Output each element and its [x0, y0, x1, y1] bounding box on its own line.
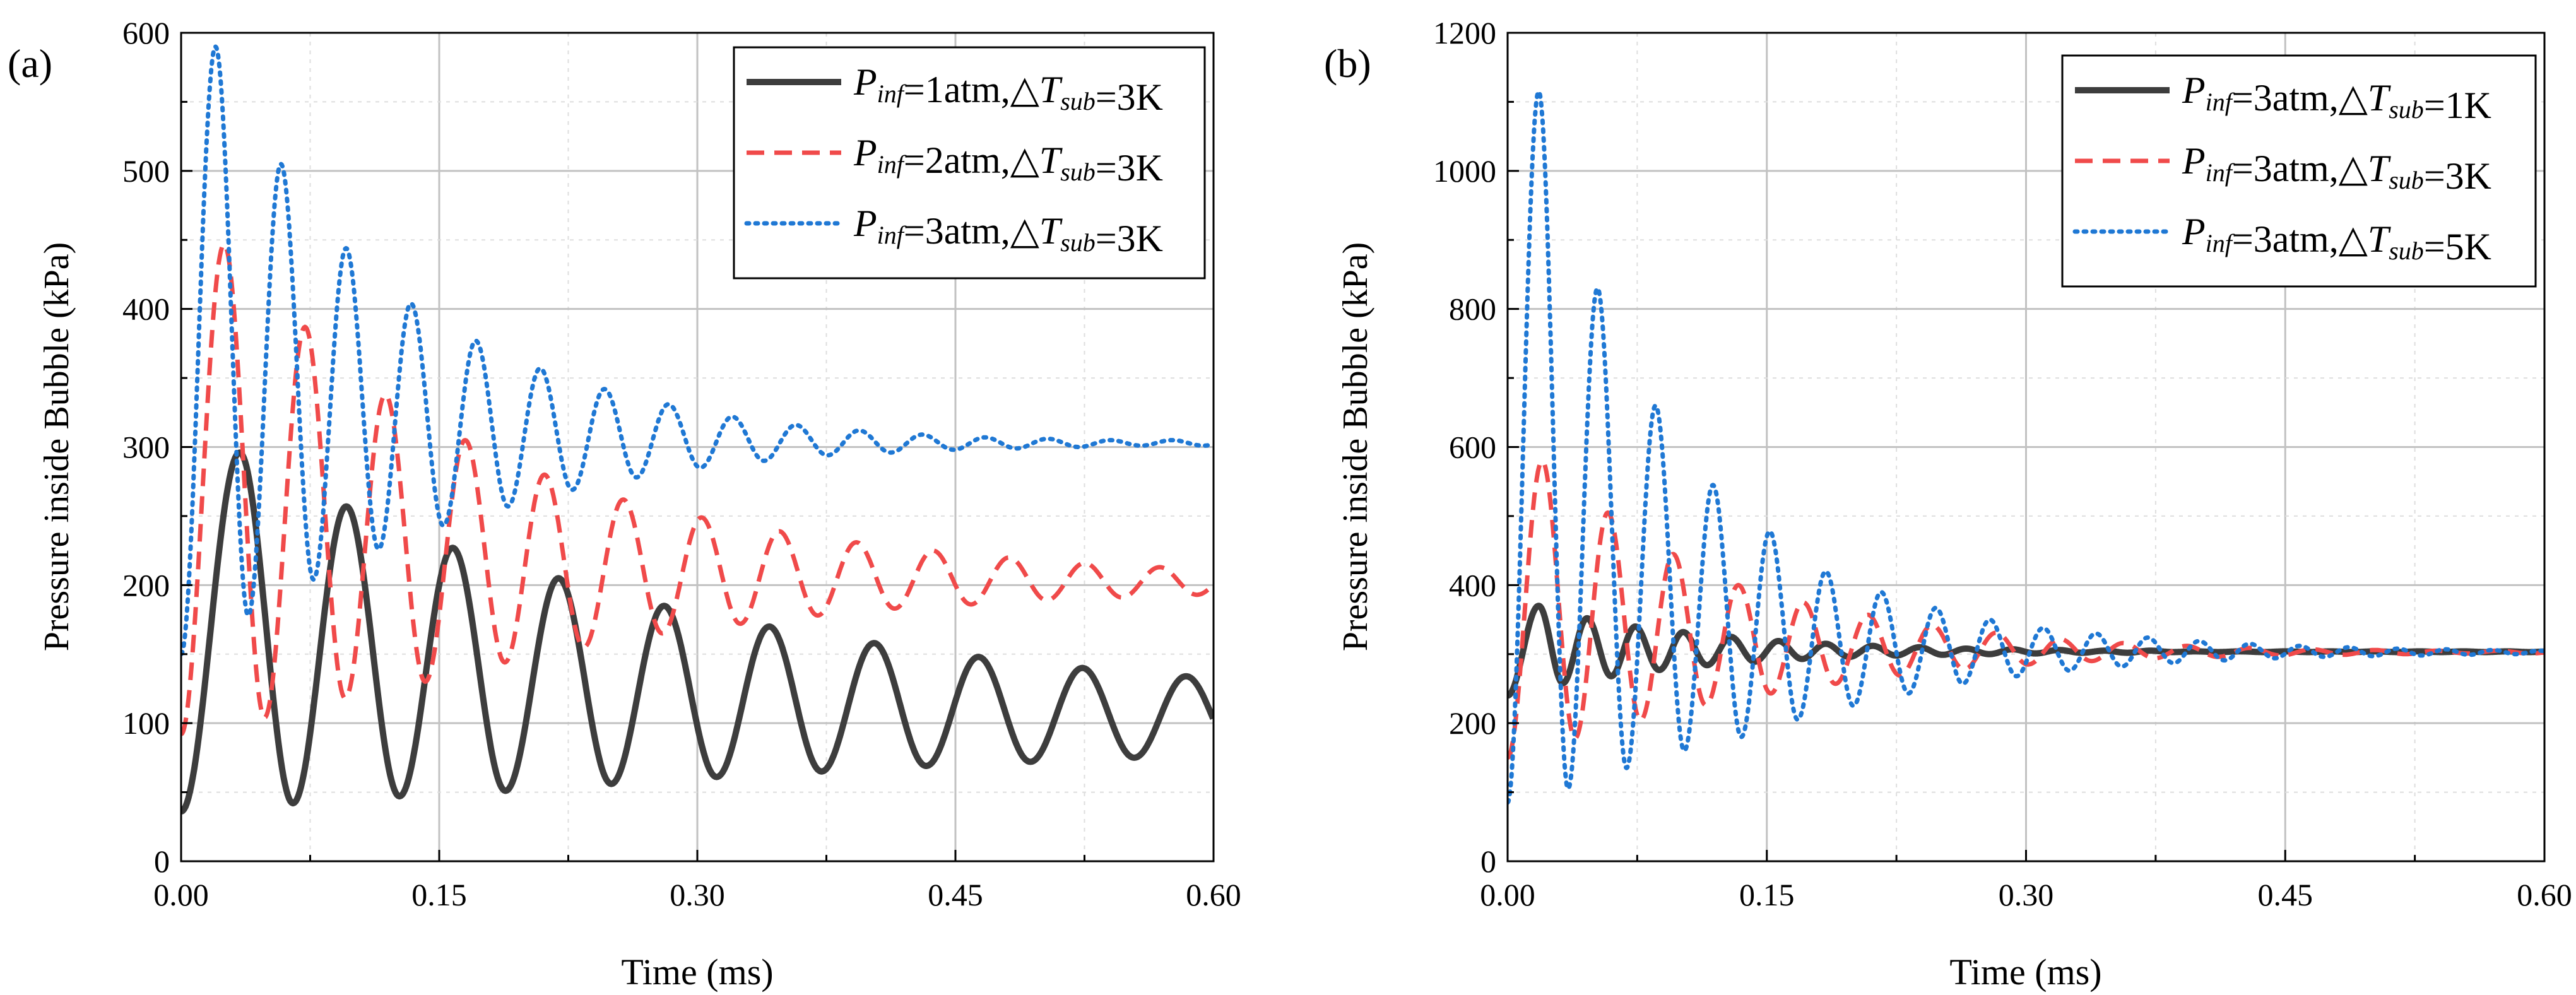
panel-b-y-axis-label: Pressure inside Bubble (kPa) — [1336, 242, 1375, 652]
panel-a-y-tick-label: 300 — [122, 430, 170, 465]
panel-b-legend-label-1: Pinf=3atm,△Tsub=1K — [2182, 69, 2491, 126]
panel-a-y-tick-label: 500 — [122, 153, 170, 189]
panel-b-x-tick-label: 0.60 — [2517, 877, 2572, 912]
panel-a-plot-area — [181, 44, 1214, 815]
panel-a-x-tick-label: 0.60 — [1186, 877, 1241, 912]
panel-b-legend-label-2: Pinf=3atm,△Tsub=3K — [2182, 140, 2491, 197]
panel-a-x-tick-label: 0.15 — [411, 877, 467, 912]
panel-b: (b) 0.00 0.15 0.30 0.45 0.60 0 200 400 600 800 100… — [1324, 15, 2572, 992]
panel-b-x-tick-label: 0.15 — [1739, 877, 1795, 912]
panel-b-legend: Pinf=3atm,△Tsub=1K Pinf=3atm,△Tsub=3K Pinf… — [2061, 54, 2537, 288]
panel-a-x-tick-label: 0.00 — [153, 877, 209, 912]
panel-a-legend-box — [733, 46, 1206, 280]
panel-a-y-tick-label: 0 — [154, 844, 170, 879]
panel-a-x-tick-label: 0.45 — [928, 877, 983, 912]
panel-a-y-axis-label: Pressure inside Bubble (kPa) — [37, 242, 76, 652]
panel-a-legend-label-3: Pinf=3atm,△Tsub=3K — [853, 203, 1163, 259]
panel-b-y-tick-label: 1000 — [1433, 153, 1496, 189]
panel-a-y-tick-label: 100 — [122, 705, 170, 741]
panel-a-x-tick-label: 0.30 — [670, 877, 725, 912]
panel-b-x-tick-label: 0.45 — [2258, 877, 2313, 912]
panel-b-legend-box — [2061, 54, 2537, 288]
panel-b-y-tick-label: 800 — [1449, 291, 1496, 327]
panel-a-legend: Pinf=1atm,△Tsub=3K Pinf=2atm,△Tsub=3K Pinf… — [733, 46, 1206, 280]
panel-a-series-1-line — [181, 449, 1214, 815]
panel-b-x-tick-label: 0.30 — [1999, 877, 2054, 912]
panel-b-series-2-line — [1508, 458, 2544, 760]
panel-a-y-tick-label: 600 — [122, 15, 170, 50]
panel-a-x-axis-label: Time (ms) — [621, 951, 773, 992]
panel-a-y-tick-label: 200 — [122, 567, 170, 603]
panel-b-y-tick-label: 0 — [1480, 844, 1496, 879]
panel-a: (a) 0.00 0.15 0.30 0.45 0.60 0 100 200 300 400 500… — [8, 15, 1241, 992]
panel-b-ticks: 0.00 0.15 0.30 0.45 0.60 0 200 400 600 800 1000 120… — [1433, 15, 2572, 912]
panel-b-y-tick-label: 200 — [1449, 705, 1496, 741]
panel-a-legend-label-1: Pinf=1atm,△Tsub=3K — [853, 61, 1163, 118]
panel-b-y-tick-label: 1200 — [1433, 15, 1496, 50]
panel-a-series-2-line — [181, 242, 1214, 736]
panel-b-plot-area — [1508, 89, 2544, 805]
panel-b-label: (b) — [1324, 41, 1371, 86]
panel-b-legend-label-3: Pinf=3atm,△Tsub=5K — [2182, 211, 2491, 268]
panel-b-y-tick-label: 400 — [1449, 567, 1496, 603]
panel-a-ticks: 0.00 0.15 0.30 0.45 0.60 0 100 200 300 400 500 600 — [122, 15, 1241, 912]
panel-b-x-tick-label: 0.00 — [1480, 877, 1535, 912]
panel-b-y-tick-label: 600 — [1449, 430, 1496, 465]
panel-a-label: (a) — [8, 41, 52, 86]
panel-b-x-axis-label: Time (ms) — [1949, 951, 2101, 992]
panel-a-legend-label-2: Pinf=2atm,△Tsub=3K — [853, 132, 1163, 189]
panel-a-y-tick-label: 400 — [122, 291, 170, 327]
panel-a-series-3-line — [181, 44, 1214, 657]
panel-b-series-3-line — [1508, 89, 2544, 805]
